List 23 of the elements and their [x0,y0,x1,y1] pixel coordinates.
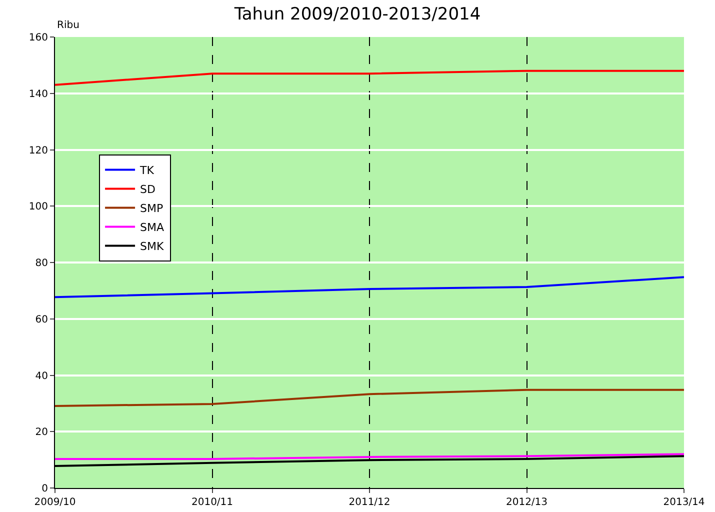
y-axis-title: Ribu [57,20,80,31]
legend-label: SD [140,183,156,196]
x-tick-label: 2009/10 [34,497,76,508]
y-tick-label: 100 [28,202,48,213]
y-tick-label: 80 [35,258,48,269]
legend-label: SMK [140,240,165,254]
y-tick-label: 160 [28,32,48,44]
line-series [55,388,684,407]
x-tick-label: 2013/14 [663,497,705,508]
x-tick-label: 2011/12 [348,497,390,508]
x-tick-label: 2012/13 [506,497,548,508]
legend-label: TK [139,164,155,178]
legend-label: SMP [140,202,164,216]
y-tick-label: 40 [35,370,48,382]
x-tick-label: 2010/11 [191,497,234,508]
y-tick-label: 0 [42,484,48,494]
chart-title: Tahun 2009/2010-2013/2014 [233,4,481,25]
y-tick-label: 140 [28,88,48,100]
legend-label: SMA [140,221,165,234]
y-tick-label: 20 [35,427,48,438]
y-tick-label: 60 [35,314,48,326]
line-series [55,276,684,298]
y-tick-label: 120 [28,145,48,156]
